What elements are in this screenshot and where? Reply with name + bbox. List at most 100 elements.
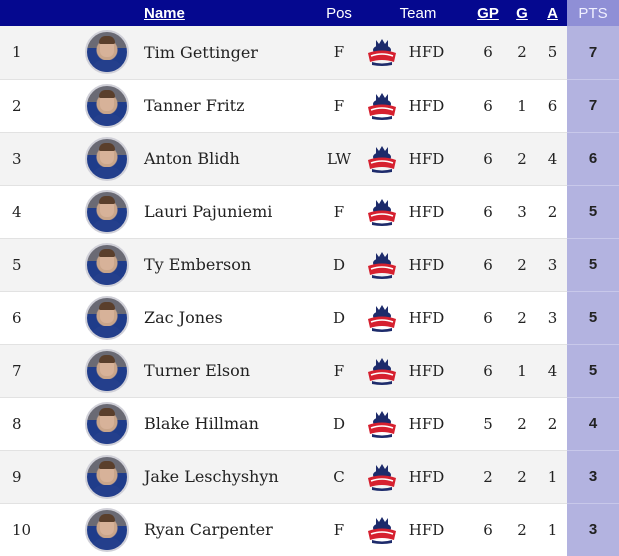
- team-abbr: HFD: [408, 255, 445, 274]
- player-avatar[interactable]: [85, 83, 129, 128]
- table-row: 10 Ryan Carpenter F HFD 6 2 1 3: [0, 503, 619, 556]
- points-cell: 5: [567, 344, 619, 398]
- rank-cell: 4: [0, 185, 78, 239]
- hartford-wolf-pack-logo-icon[interactable]: [366, 144, 398, 174]
- goals-cell: 2: [506, 26, 538, 80]
- gp-cell: 6: [470, 132, 506, 186]
- team-abbr: HFD: [408, 361, 445, 380]
- team-abbr: HFD: [408, 308, 445, 327]
- rank-cell: 9: [0, 450, 78, 504]
- sort-pts-column[interactable]: PTS: [567, 0, 619, 26]
- player-photo-cell: [78, 26, 136, 80]
- goals-cell: 2: [506, 132, 538, 186]
- table-row: 1 Tim Gettinger F HFD 6 2 5 7: [0, 26, 619, 80]
- team-abbr: HFD: [408, 149, 445, 168]
- gp-cell: 6: [470, 503, 506, 556]
- team-cell: HFD: [366, 397, 470, 451]
- hartford-wolf-pack-logo-icon[interactable]: [366, 409, 398, 439]
- player-name-link[interactable]: Turner Elson: [136, 344, 312, 398]
- hartford-wolf-pack-logo-icon[interactable]: [366, 356, 398, 386]
- points-cell: 3: [567, 450, 619, 504]
- gp-cell: 6: [470, 238, 506, 292]
- gp-cell: 6: [470, 185, 506, 239]
- sort-name-link[interactable]: Name: [144, 4, 185, 22]
- player-avatar[interactable]: [85, 348, 129, 393]
- player-name-link[interactable]: Blake Hillman: [136, 397, 312, 451]
- position-cell: C: [312, 450, 366, 504]
- team-cell: HFD: [366, 450, 470, 504]
- points-cell: 6: [567, 132, 619, 186]
- goals-cell: 2: [506, 503, 538, 556]
- table-row: 2 Tanner Fritz F HFD 6 1 6 7: [0, 79, 619, 133]
- sort-gp-link[interactable]: GP: [477, 4, 499, 22]
- assists-cell: 1: [538, 450, 567, 504]
- hartford-wolf-pack-logo-icon[interactable]: [366, 91, 398, 121]
- sort-a-link[interactable]: A: [547, 4, 558, 22]
- player-avatar[interactable]: [85, 401, 129, 446]
- position-cell: D: [312, 397, 366, 451]
- team-abbr: HFD: [408, 467, 445, 486]
- player-name-link[interactable]: Ryan Carpenter: [136, 503, 312, 556]
- assists-cell: 4: [538, 344, 567, 398]
- rank-cell: 10: [0, 503, 78, 556]
- player-photo-cell: [78, 79, 136, 133]
- points-cell: 7: [567, 79, 619, 133]
- rank-cell: 2: [0, 79, 78, 133]
- sort-g-link[interactable]: G: [516, 4, 528, 22]
- goals-cell: 1: [506, 79, 538, 133]
- position-cell: F: [312, 185, 366, 239]
- team-cell: HFD: [366, 344, 470, 398]
- hartford-wolf-pack-logo-icon[interactable]: [366, 37, 398, 67]
- player-avatar[interactable]: [85, 295, 129, 340]
- player-avatar[interactable]: [85, 507, 129, 552]
- hartford-wolf-pack-logo-icon[interactable]: [366, 250, 398, 280]
- assists-cell: 2: [538, 397, 567, 451]
- hartford-wolf-pack-logo-icon[interactable]: [366, 515, 398, 545]
- assists-cell: 4: [538, 132, 567, 186]
- gp-cell: 6: [470, 291, 506, 345]
- hartford-wolf-pack-logo-icon[interactable]: [366, 462, 398, 492]
- player-name-link[interactable]: Lauri Pajuniemi: [136, 185, 312, 239]
- table-row: 8 Blake Hillman D HFD 5 2 2 4: [0, 397, 619, 451]
- assists-cell: 6: [538, 79, 567, 133]
- assists-cell: 3: [538, 238, 567, 292]
- team-cell: HFD: [366, 79, 470, 133]
- player-avatar[interactable]: [85, 136, 129, 181]
- rank-cell: 6: [0, 291, 78, 345]
- team-abbr: HFD: [408, 202, 445, 221]
- position-cell: F: [312, 344, 366, 398]
- gp-cell: 6: [470, 344, 506, 398]
- player-name-link[interactable]: Jake Leschyshyn: [136, 450, 312, 504]
- player-avatar[interactable]: [85, 454, 129, 499]
- hartford-wolf-pack-logo-icon[interactable]: [366, 303, 398, 333]
- team-cell: HFD: [366, 291, 470, 345]
- player-name-link[interactable]: Zac Jones: [136, 291, 312, 345]
- assists-cell: 2: [538, 185, 567, 239]
- points-cell: 5: [567, 185, 619, 239]
- goals-cell: 3: [506, 185, 538, 239]
- player-name-link[interactable]: Anton Blidh: [136, 132, 312, 186]
- team-cell: HFD: [366, 503, 470, 556]
- header-team: Team: [399, 4, 437, 22]
- rank-cell: 1: [0, 26, 78, 80]
- player-name-link[interactable]: Tim Gettinger: [136, 26, 312, 80]
- team-cell: HFD: [366, 26, 470, 80]
- player-avatar[interactable]: [85, 242, 129, 287]
- goals-cell: 1: [506, 344, 538, 398]
- hartford-wolf-pack-logo-icon[interactable]: [366, 197, 398, 227]
- rank-cell: 3: [0, 132, 78, 186]
- player-name-link[interactable]: Tanner Fritz: [136, 79, 312, 133]
- goals-cell: 2: [506, 291, 538, 345]
- assists-cell: 5: [538, 26, 567, 80]
- player-photo-cell: [78, 344, 136, 398]
- position-cell: LW: [312, 132, 366, 186]
- team-abbr: HFD: [408, 43, 445, 62]
- header-photo: [78, 0, 136, 26]
- goals-cell: 2: [506, 238, 538, 292]
- player-avatar[interactable]: [85, 189, 129, 234]
- position-cell: D: [312, 238, 366, 292]
- points-cell: 3: [567, 503, 619, 556]
- assists-cell: 1: [538, 503, 567, 556]
- player-avatar[interactable]: [85, 30, 129, 75]
- player-name-link[interactable]: Ty Emberson: [136, 238, 312, 292]
